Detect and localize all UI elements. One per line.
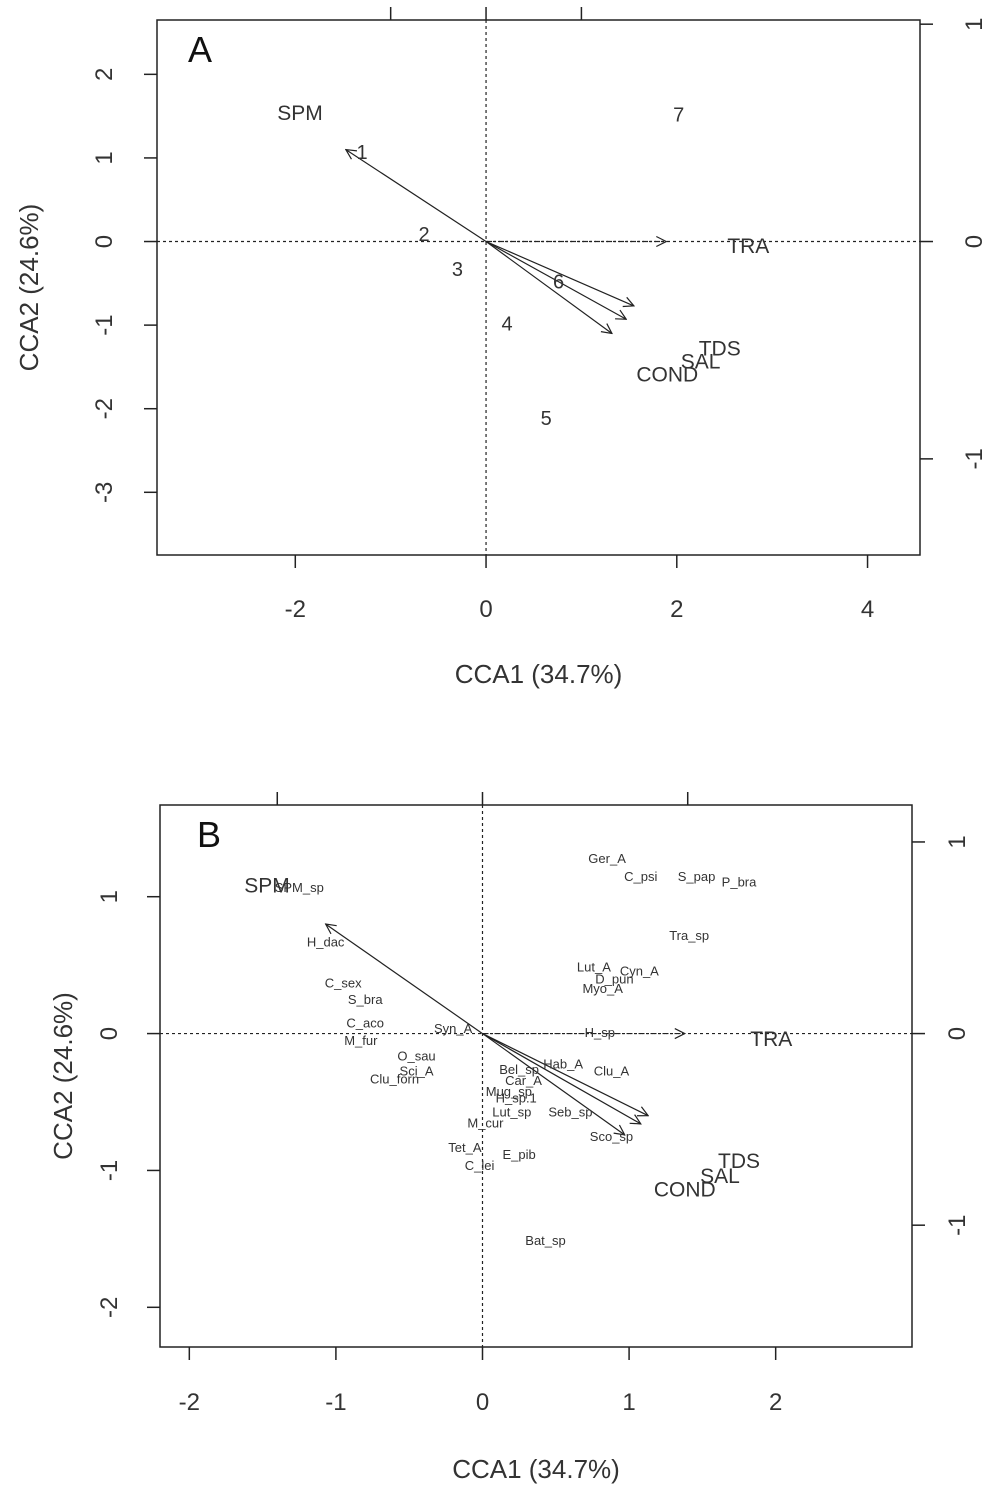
site-label: 5 [541,408,552,430]
site-label: 4 [501,313,512,335]
species-label: H_sp [585,1025,615,1040]
species-label: S_bra [348,992,383,1007]
y-tick-label: -2 [91,398,118,419]
cca-panel-b: -2 -1 0 1 2 1 0 -1 -2 1 0 -1 CCA1 (34.7%) CCA2 (24.6%… [48,792,971,1484]
panel-label: A [188,29,212,70]
species-label: C_sex [325,976,362,991]
species-label: Clu_forn [370,1072,419,1087]
y-tick-label: 2 [91,68,118,81]
species-label: H_dac [307,935,345,950]
species-label: Bat_sp [525,1233,565,1248]
species-label: Clu_A [594,1063,630,1078]
species-label: Myo_A [582,981,623,996]
right-tick-label: -1 [961,448,988,469]
site-label: 7 [673,104,684,126]
right-tick-label: 0 [961,235,988,248]
x-tick-label: 1 [622,1389,635,1416]
species-label: Syn_A [434,1021,473,1036]
x-axis-title: CCA1 (34.7%) [452,1454,620,1484]
y-tick-label: -1 [91,314,118,335]
y-tick-label: 0 [96,1027,123,1040]
site-label: 6 [553,272,564,294]
species-label: O_sau [397,1048,435,1063]
x-tick-label: 2 [769,1389,782,1416]
y-tick-label: 1 [96,890,123,903]
species-label: E_pib [503,1147,536,1162]
species-label: SPM_sp [275,880,324,895]
species-label: Hab_A [543,1056,583,1071]
right-tick-label: 1 [944,835,971,848]
x-tick-label: -2 [179,1389,200,1416]
species-label: M_fur [344,1033,378,1048]
species-label: Sco_sp [590,1129,633,1144]
y-tick-label: -2 [96,1297,123,1318]
y-axis-title: CCA2 (24.6%) [14,204,44,372]
species-label: C_psi [624,869,657,884]
species-label: M_cur [467,1115,504,1130]
right-tick-label: 0 [944,1027,971,1040]
right-tick-label: -1 [944,1215,971,1236]
y-axis-title: CCA2 (24.6%) [48,992,78,1160]
cca-panel-a: -2 0 2 4 2 1 0 -1 -2 -3 1 0 -1 CCA1 (34.7%) CCA2 (24.6… [14,7,988,689]
site-label: 3 [452,259,463,281]
y-tick-label: -1 [96,1160,123,1181]
x-tick-label: 0 [476,1389,489,1416]
x-tick-label: -1 [325,1389,346,1416]
species-label: Seb_sp [548,1104,592,1119]
species-label: C_lei [465,1158,495,1173]
species-label: S_pap [678,869,716,884]
env-label-cond: COND [654,1179,716,1202]
env-label-tra: TRA [750,1028,792,1051]
species-label: P_bra [722,874,757,889]
species-label: Ger_A [588,851,626,866]
species-label: Tra_sp [669,928,709,943]
species-label: C_aco [346,1015,384,1030]
x-tick-label: 2 [670,596,683,623]
x-axis-title: CCA1 (34.7%) [455,659,623,689]
y-tick-label: 0 [91,235,118,248]
x-tick-label: 0 [479,596,492,623]
site-label: 2 [418,224,429,246]
env-label-spm: SPM [277,102,323,125]
site-label: 1 [356,142,367,164]
right-tick-label: 1 [961,18,988,31]
plot-frame [157,20,920,555]
x-tick-label: -2 [285,596,306,623]
env-label-cond: COND [636,364,698,387]
x-tick-label: 4 [861,596,874,623]
y-tick-label: 1 [91,151,118,164]
y-tick-label: -3 [91,482,118,503]
species-label: Tet_A [448,1140,482,1155]
panel-label: B [197,814,221,855]
env-label-tra: TRA [727,235,769,258]
